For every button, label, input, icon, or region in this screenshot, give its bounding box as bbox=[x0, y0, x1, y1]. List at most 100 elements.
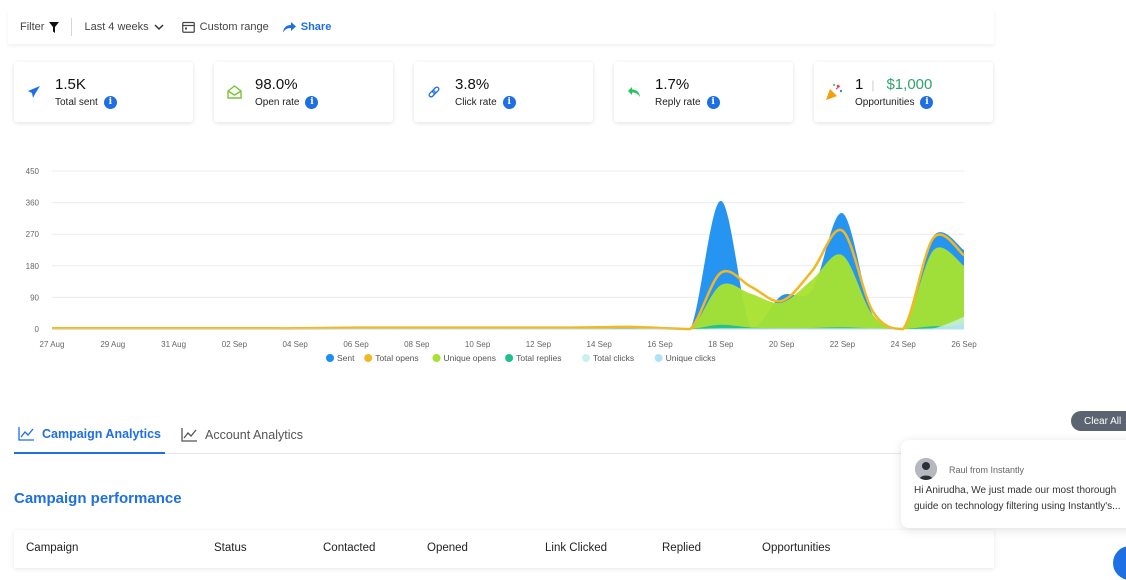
x-tick-label: 31 Aug bbox=[161, 340, 186, 349]
chevron-down-icon bbox=[154, 24, 164, 31]
legend-label: Total clicks bbox=[593, 353, 634, 363]
legend-label: Unique opens bbox=[444, 353, 496, 363]
stat-label: Total sent bbox=[55, 96, 98, 108]
legend-swatch bbox=[326, 354, 334, 362]
column-header-campaign[interactable]: Campaign bbox=[26, 542, 79, 554]
share-button[interactable]: Share bbox=[282, 21, 332, 33]
date-range-label: Last 4 weeks bbox=[84, 21, 149, 33]
filter-label: Filter bbox=[20, 21, 45, 33]
stat-card-open-rate: 98.0% Open rate i bbox=[214, 62, 393, 122]
avatar bbox=[915, 458, 937, 480]
x-tick-label: 16 Sep bbox=[647, 340, 673, 349]
y-tick-label: 270 bbox=[26, 230, 40, 239]
opportunities-amount: $1,000 bbox=[886, 75, 933, 93]
opportunities-count: 1 bbox=[855, 75, 864, 93]
x-tick-label: 24 Sep bbox=[891, 340, 917, 349]
y-tick-label: 90 bbox=[30, 293, 39, 302]
column-header-contacted[interactable]: Contacted bbox=[323, 542, 376, 554]
share-label: Share bbox=[300, 21, 332, 33]
funnel-icon bbox=[49, 21, 60, 33]
tab-account-analytics[interactable]: Account Analytics bbox=[177, 416, 307, 454]
send-icon bbox=[24, 82, 44, 102]
info-icon[interactable]: i bbox=[920, 95, 934, 109]
tab-campaign-analytics[interactable]: Campaign Analytics bbox=[14, 416, 166, 454]
info-icon[interactable]: i bbox=[502, 95, 516, 109]
series-area-total-replies bbox=[52, 324, 964, 329]
x-tick-label: 26 Sep bbox=[951, 340, 977, 349]
x-tick-label: 02 Sep bbox=[222, 340, 248, 349]
chat-launcher-button[interactable] bbox=[1113, 546, 1126, 580]
toolbar: Filter Last 4 weeks Custom range Share bbox=[8, 10, 994, 44]
series-area-unique-opens bbox=[52, 247, 964, 329]
tab-label: Campaign Analytics bbox=[42, 427, 162, 441]
legend-label: Total replies bbox=[516, 353, 561, 363]
campaign-table-header: Campaign Status Contacted Opened Link Cl… bbox=[14, 530, 994, 568]
x-tick-label: 10 Sep bbox=[465, 340, 491, 349]
legend-label: Unique clicks bbox=[666, 353, 716, 363]
custom-range-button[interactable]: Custom range bbox=[181, 21, 269, 33]
line-chart-icon bbox=[181, 428, 198, 442]
envelope-open-icon bbox=[224, 82, 244, 102]
value-divider: | bbox=[871, 77, 875, 92]
date-range-dropdown[interactable]: Last 4 weeks bbox=[84, 21, 164, 33]
info-icon[interactable]: i bbox=[305, 95, 319, 109]
line-chart-icon bbox=[18, 427, 34, 441]
chat-sender: Raul from Instantly bbox=[949, 465, 1025, 475]
stat-value: 1.5K bbox=[55, 75, 86, 93]
chat-notification[interactable]: Raul from Instantly Hi Anirudha, We just… bbox=[901, 440, 1126, 528]
series-line-total-opens bbox=[51, 228, 965, 331]
calendar-icon bbox=[181, 21, 195, 33]
y-tick-label: 0 bbox=[35, 325, 40, 334]
chat-message: Hi Anirudha, We just made our most thoro… bbox=[914, 485, 1121, 512]
x-tick-label: 06 Sep bbox=[343, 340, 369, 349]
column-header-opportunities[interactable]: Opportunities bbox=[762, 542, 831, 554]
stat-card-reply-rate: 1.7% Reply rate i bbox=[614, 62, 793, 122]
stat-card-click-rate: 3.8% Click rate i bbox=[414, 62, 593, 122]
stat-card-total-sent: 1.5K Total sent i bbox=[14, 62, 193, 122]
info-icon[interactable]: i bbox=[706, 95, 720, 109]
x-tick-label: 18 Sep bbox=[708, 340, 734, 349]
column-header-opened[interactable]: Opened bbox=[427, 542, 468, 554]
x-tick-label: 12 Sep bbox=[526, 340, 552, 349]
link-icon bbox=[424, 82, 444, 102]
stat-label: Reply rate bbox=[655, 96, 701, 108]
stat-card-opportunities: 1 | $1,000 Opportunities i bbox=[814, 62, 993, 122]
y-tick-label: 360 bbox=[26, 199, 40, 208]
x-tick-label: 14 Sep bbox=[587, 340, 613, 349]
party-popper-icon bbox=[824, 82, 844, 102]
stat-label: Opportunities bbox=[855, 96, 915, 108]
legend-swatch bbox=[364, 354, 373, 362]
y-tick-label: 450 bbox=[26, 167, 40, 176]
legend-label: Total opens bbox=[375, 353, 418, 363]
stat-value: 1.7% bbox=[655, 75, 690, 93]
x-tick-label: 22 Sep bbox=[830, 340, 856, 349]
analytics-chart: 450 360 270 180 90 027 Aug 29 Aug 31 Aug 02 Sep 0… bbox=[26, 167, 978, 363]
analytics-tabs: Campaign Analytics Account Analytics bbox=[14, 416, 994, 454]
column-header-status[interactable]: Status bbox=[214, 542, 247, 554]
filter-button[interactable]: Filter bbox=[20, 21, 60, 33]
legend-swatch bbox=[505, 354, 514, 362]
campaign-performance-title: Campaign performance bbox=[14, 490, 182, 507]
reply-icon bbox=[624, 82, 644, 102]
x-tick-label: 29 Aug bbox=[100, 340, 125, 349]
y-tick-label: 180 bbox=[26, 262, 40, 271]
legend-label: Sent bbox=[337, 353, 355, 363]
legend-swatch bbox=[582, 354, 590, 362]
column-header-replied[interactable]: Replied bbox=[662, 542, 701, 554]
stat-value: 3.8% bbox=[455, 75, 490, 93]
x-tick-label: 04 Sep bbox=[283, 340, 309, 349]
x-tick-label: 20 Sep bbox=[769, 340, 795, 349]
share-arrow-icon bbox=[282, 21, 296, 32]
stat-cards: 1.5K Total sent i 98.0% Open rate i 3.8% C… bbox=[14, 62, 993, 122]
column-header-link-clicked[interactable]: Link Clicked bbox=[545, 542, 607, 554]
x-tick-label: 08 Sep bbox=[404, 340, 430, 349]
info-icon[interactable]: i bbox=[103, 95, 117, 109]
stat-label: Open rate bbox=[255, 96, 300, 108]
clear-all-button[interactable]: Clear All bbox=[1071, 411, 1126, 431]
opportunities-values: 1 | $1,000 bbox=[855, 76, 933, 94]
tab-label: Account Analytics bbox=[205, 428, 303, 442]
stat-value: 98.0% bbox=[255, 75, 298, 93]
custom-range-label: Custom range bbox=[199, 21, 269, 33]
x-tick-label: 27 Aug bbox=[40, 340, 65, 349]
legend-swatch bbox=[432, 354, 441, 362]
